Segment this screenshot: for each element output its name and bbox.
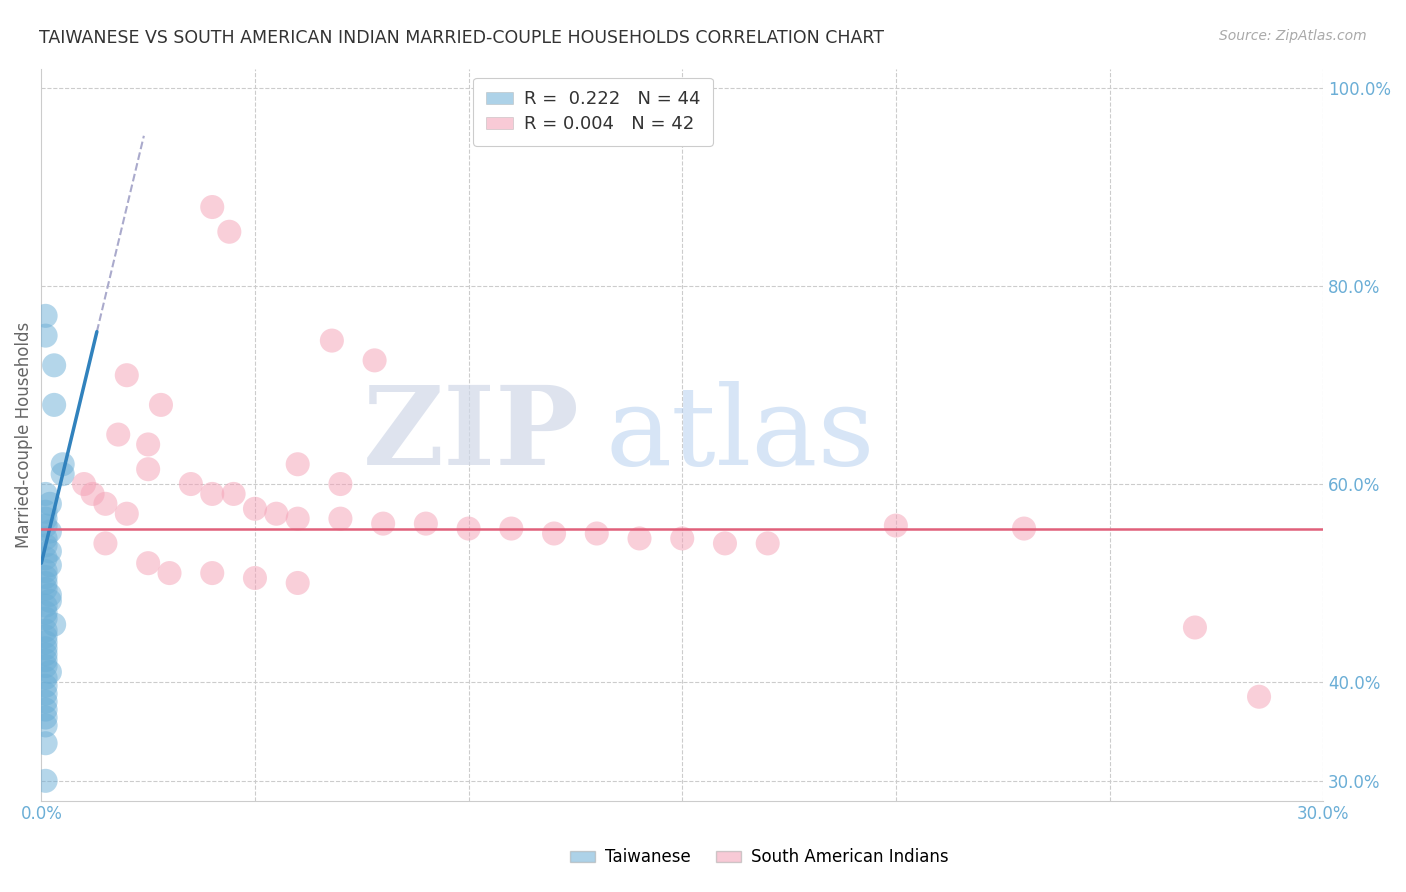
Point [363, 353, 385, 368]
Y-axis label: Married-couple Households: Married-couple Households [15, 321, 32, 548]
Point [266, 507, 288, 521]
Point [82, 487, 104, 501]
Point [34, 611, 56, 625]
Point [34, 511, 56, 525]
Point [38, 665, 60, 679]
Point [287, 511, 309, 525]
Point [38, 588, 60, 602]
Point [1012, 522, 1035, 536]
Point [94, 536, 117, 550]
Point [38, 558, 60, 573]
Point [34, 532, 56, 546]
Point [329, 511, 352, 525]
Point [180, 477, 202, 491]
Point [1184, 620, 1206, 634]
Point [201, 487, 224, 501]
Point [34, 551, 56, 566]
Point [38, 594, 60, 608]
Text: ZIP: ZIP [363, 381, 579, 488]
Point [756, 536, 779, 550]
Point [159, 566, 181, 580]
Point [287, 457, 309, 471]
Point [34, 599, 56, 613]
Point [73, 477, 96, 491]
Point [714, 536, 737, 550]
Point [321, 334, 343, 348]
Point [34, 736, 56, 750]
Point [44, 359, 66, 373]
Point [243, 571, 266, 585]
Point [671, 532, 693, 546]
Point [415, 516, 437, 531]
Point [34, 576, 56, 591]
Point [34, 505, 56, 519]
Point [34, 671, 56, 685]
Point [115, 507, 138, 521]
Point [136, 437, 159, 451]
Point [34, 703, 56, 717]
Point [243, 501, 266, 516]
Point [34, 653, 56, 667]
Point [94, 497, 117, 511]
Point [34, 659, 56, 673]
Point [373, 516, 395, 531]
Point [34, 564, 56, 578]
Text: Source: ZipAtlas.com: Source: ZipAtlas.com [1219, 29, 1367, 44]
Point [115, 368, 138, 383]
Text: TAIWANESE VS SOUTH AMERICAN INDIAN MARRIED-COUPLE HOUSEHOLDS CORRELATION CHART: TAIWANESE VS SOUTH AMERICAN INDIAN MARRI… [39, 29, 884, 47]
Point [38, 544, 60, 558]
Point [34, 606, 56, 620]
Point [287, 576, 309, 591]
Point [38, 497, 60, 511]
Point [136, 462, 159, 476]
Point [44, 617, 66, 632]
Point [34, 641, 56, 656]
Point [329, 477, 352, 491]
Point [201, 566, 224, 580]
Point [136, 556, 159, 570]
Point [34, 718, 56, 732]
Point [34, 710, 56, 724]
Point [218, 225, 240, 239]
Point [34, 328, 56, 343]
Point [34, 679, 56, 693]
Point [34, 538, 56, 552]
Point [34, 487, 56, 501]
Point [34, 687, 56, 701]
Legend: R =  0.222   N = 44, R = 0.004   N = 42: R = 0.222 N = 44, R = 0.004 N = 42 [474, 78, 713, 146]
Point [44, 398, 66, 412]
Point [149, 398, 172, 412]
Point [222, 487, 245, 501]
Point [501, 522, 523, 536]
Point [628, 532, 651, 546]
Point [34, 647, 56, 661]
Point [34, 582, 56, 596]
Point [34, 518, 56, 533]
Point [457, 522, 479, 536]
Point [107, 427, 129, 442]
Point [34, 624, 56, 638]
Point [52, 467, 75, 482]
Point [884, 518, 907, 533]
Point [34, 629, 56, 643]
Point [585, 526, 607, 541]
Text: atlas: atlas [606, 381, 875, 488]
Point [52, 457, 75, 471]
Point [34, 635, 56, 649]
Point [201, 200, 224, 214]
Point [34, 570, 56, 584]
Legend: Taiwanese, South American Indians: Taiwanese, South American Indians [564, 842, 955, 873]
Point [1247, 690, 1270, 704]
Point [38, 524, 60, 539]
Point [34, 695, 56, 709]
Point [34, 309, 56, 323]
Point [543, 526, 565, 541]
Point [34, 773, 56, 788]
